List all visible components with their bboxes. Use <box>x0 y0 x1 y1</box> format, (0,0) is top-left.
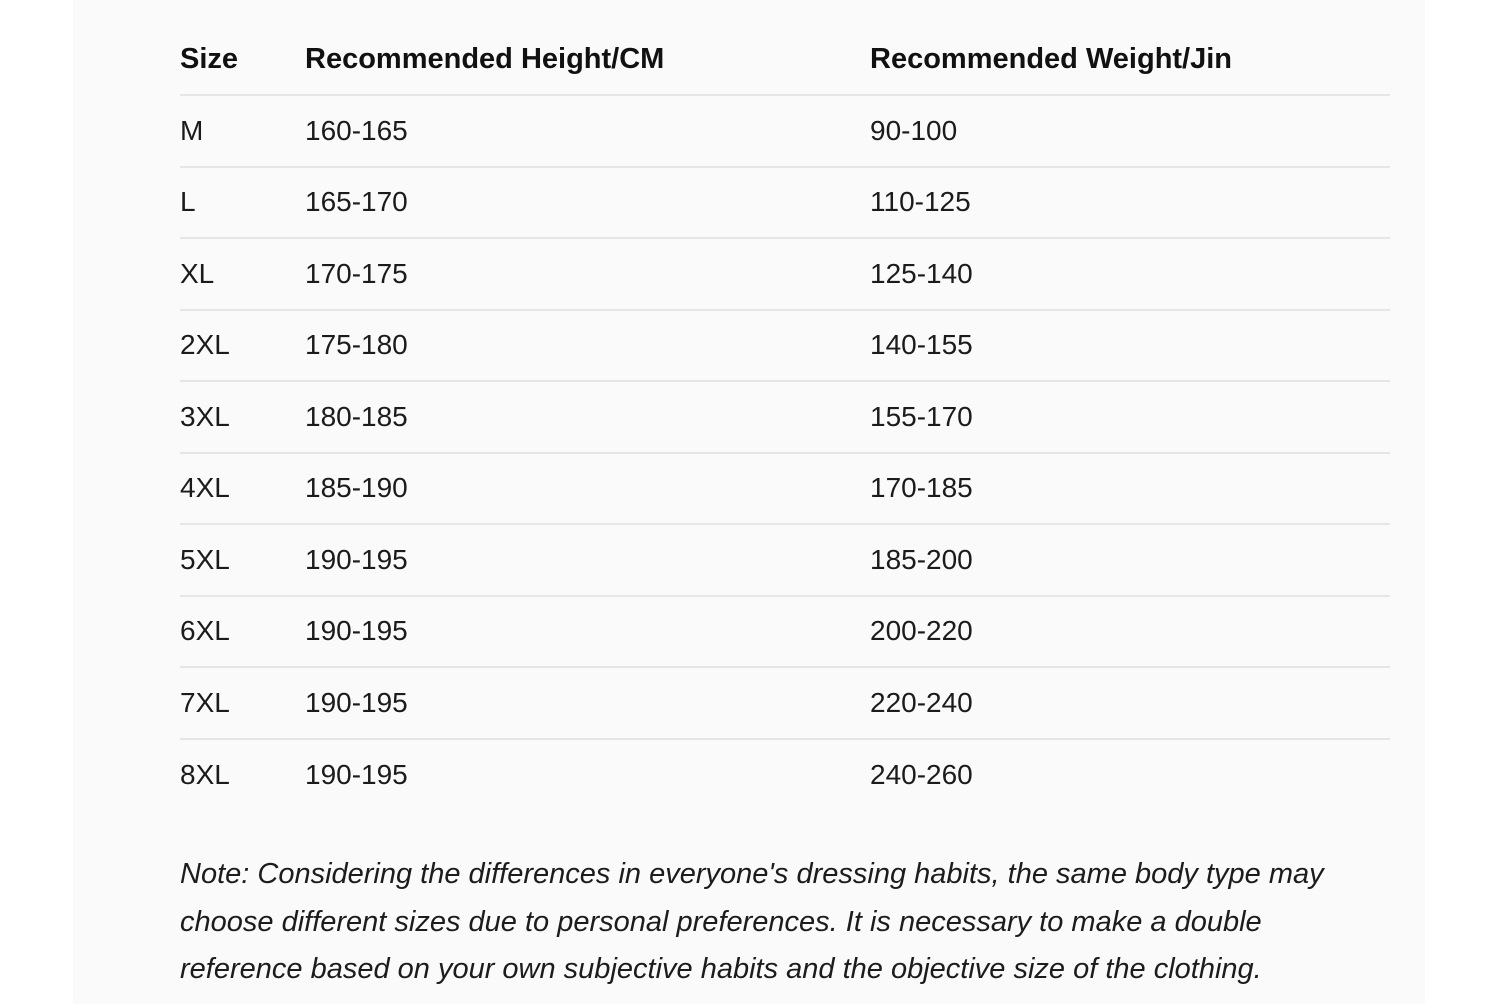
cell-weight: 125-140 <box>870 257 973 289</box>
sizing-note: Note: Considering the differences in eve… <box>180 851 1390 994</box>
cell-size: 5XL <box>180 543 230 575</box>
size-chart-panel: Size Recommended Height/CM Recommended W… <box>73 0 1425 1004</box>
cell-height: 185-190 <box>305 472 408 504</box>
cell-size: 7XL <box>180 686 230 718</box>
cell-height: 190-195 <box>305 759 408 791</box>
cell-height: 160-165 <box>305 114 408 146</box>
column-header-weight: Recommended Weight/Jin <box>870 42 1233 75</box>
cell-size: 2XL <box>180 329 230 361</box>
table-row: 8XL 190-195 240-260 <box>180 740 1390 812</box>
cell-size: 6XL <box>180 615 230 647</box>
table-row: 4XL 185-190 170-185 <box>180 454 1390 525</box>
cell-weight: 170-185 <box>870 472 973 504</box>
table-row: L 165-170 110-125 <box>180 168 1390 239</box>
cell-size: XL <box>180 257 215 289</box>
cell-weight: 110-125 <box>870 186 971 218</box>
cell-weight: 185-200 <box>870 543 973 575</box>
cell-size: M <box>180 114 204 146</box>
table-row: 5XL 190-195 185-200 <box>180 525 1390 597</box>
cell-size: 4XL <box>180 472 230 504</box>
table-row: M 160-165 90-100 <box>180 96 1390 168</box>
size-table: Size Recommended Height/CM Recommended W… <box>180 0 1390 811</box>
cell-size: 3XL <box>180 400 230 432</box>
cell-height: 165-170 <box>305 186 408 218</box>
table-row: 7XL 190-195 220-240 <box>180 668 1390 740</box>
table-header-row: Size Recommended Height/CM Recommended W… <box>180 0 1390 96</box>
table-row: 6XL 190-195 200-220 <box>180 597 1390 668</box>
cell-height: 170-175 <box>305 257 408 289</box>
column-header-size: Size <box>180 42 239 75</box>
cell-weight: 220-240 <box>870 686 973 718</box>
cell-height: 190-195 <box>305 615 408 647</box>
cell-weight: 140-155 <box>870 329 973 361</box>
cell-weight: 90-100 <box>870 114 958 146</box>
cell-height: 190-195 <box>305 543 408 575</box>
table-row: 2XL 175-180 140-155 <box>180 311 1390 382</box>
sizing-note-line: choose different sizes due to personal p… <box>180 905 1262 938</box>
cell-size: 8XL <box>180 759 230 791</box>
cell-height: 175-180 <box>305 329 408 361</box>
table-row: 3XL 180-185 155-170 <box>180 382 1390 454</box>
sizing-note-line: reference based on your own subjective h… <box>180 953 1262 985</box>
column-header-height: Recommended Height/CM <box>305 42 665 75</box>
cell-weight: 200-220 <box>870 615 973 647</box>
cell-weight: 155-170 <box>870 400 973 432</box>
cell-height: 190-195 <box>305 686 408 718</box>
sizing-note-line: Note: Considering the differences in eve… <box>180 858 1324 890</box>
cell-height: 180-185 <box>305 400 408 432</box>
cell-weight: 240-260 <box>870 759 973 791</box>
table-row: XL 170-175 125-140 <box>180 239 1390 311</box>
cell-size: L <box>180 186 196 218</box>
